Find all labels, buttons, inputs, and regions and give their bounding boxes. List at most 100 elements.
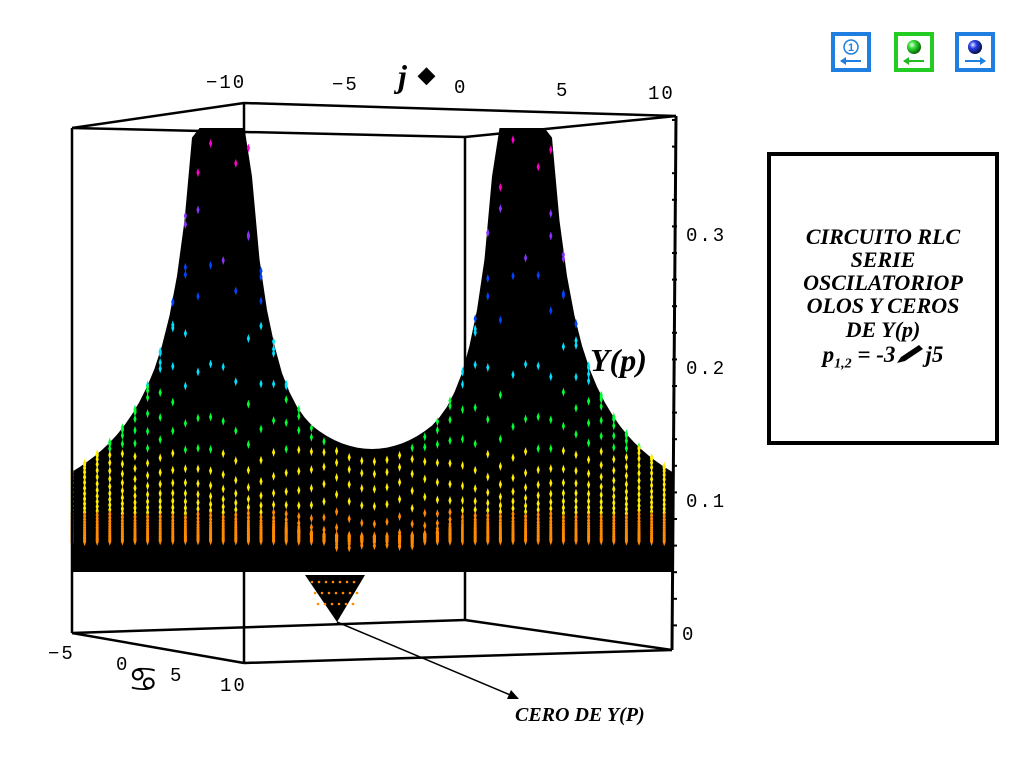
surface-cell [120, 499, 124, 509]
surface-cell [461, 366, 465, 376]
surface-cell [95, 465, 99, 475]
surface-cell [599, 524, 603, 534]
surface-cell [511, 453, 515, 463]
surface-cell [448, 526, 452, 536]
surface-cell [612, 508, 616, 518]
back-button[interactable] [894, 32, 934, 72]
surface-cell [599, 402, 603, 412]
surface-cell [473, 532, 477, 542]
surface-cell [448, 525, 452, 535]
surface-cell [146, 507, 150, 517]
surface-cell [624, 532, 628, 542]
surface-cell [599, 415, 603, 425]
surface-cell [612, 524, 616, 534]
surface-cell [599, 392, 603, 402]
surface-cell [284, 525, 288, 535]
surface-cell [322, 462, 326, 472]
surface-cell [234, 377, 238, 387]
surface-cell [650, 535, 654, 545]
surface-cell [511, 535, 515, 545]
surface-cell [410, 530, 414, 540]
surface-cell [410, 469, 414, 479]
surface-cell [221, 416, 225, 426]
surface-cell [561, 512, 565, 522]
surface-cell [448, 523, 452, 533]
surface-cell [120, 439, 124, 449]
surface-cell [473, 536, 477, 546]
surface-cell [183, 522, 187, 532]
surface-cell [133, 521, 137, 531]
sigma-tick: 0 [116, 654, 130, 676]
pole-formula: p1,2 = -3 j5 [823, 342, 944, 372]
surface-cell [259, 379, 263, 389]
surface-cell [435, 528, 439, 538]
surface-cell [524, 515, 528, 525]
surface-cell [335, 523, 339, 533]
axis-ticks [672, 119, 677, 627]
surface-cell [335, 533, 339, 543]
surface-cell [435, 533, 439, 543]
surface-cell [448, 436, 452, 446]
surface-cell [158, 515, 162, 525]
surface-cell [309, 528, 313, 538]
surface-cell [108, 536, 112, 546]
surface-cell [209, 499, 213, 509]
surface-cell [133, 512, 137, 522]
surface-cell [372, 533, 376, 543]
info-button[interactable]: 1 [831, 32, 871, 72]
surface-cell [549, 526, 553, 536]
surface-cell [171, 526, 175, 536]
surface-cell [461, 531, 465, 541]
surface-cell [108, 532, 112, 542]
surface-cell [574, 521, 578, 531]
surface-cell [385, 540, 389, 550]
surface-cell [309, 530, 313, 540]
surface-cell [624, 530, 628, 540]
surface-cell [587, 528, 591, 538]
surface-cell [95, 449, 99, 459]
surface-cell [246, 523, 250, 533]
surface-cell [209, 525, 213, 535]
surface-cell [196, 535, 200, 545]
surface-cell [234, 510, 238, 520]
surface-cell [259, 523, 263, 533]
surface-cell [322, 525, 326, 535]
surface-cell [322, 530, 326, 540]
surface-cell [108, 438, 112, 448]
surface-cell [398, 477, 402, 487]
surface-cell [385, 536, 389, 546]
surface-cell [561, 508, 565, 518]
surface-cell [272, 533, 276, 543]
surface-cell [246, 534, 250, 544]
surface-cell [171, 496, 175, 506]
surface-cell [284, 534, 288, 544]
surface-cell [360, 533, 364, 543]
surface-cell [146, 443, 150, 453]
surface-cell [221, 521, 225, 531]
surface-cell [347, 535, 351, 545]
surface-cell [95, 510, 99, 520]
surface-cell [524, 525, 528, 535]
surface-cell [221, 535, 225, 545]
surface-cell [536, 514, 540, 524]
surface-cell [423, 530, 427, 540]
surface-cell [561, 464, 565, 474]
surface-cell [360, 540, 364, 550]
surface-cell [108, 509, 112, 519]
surface-cell [599, 526, 603, 536]
surface-cell [347, 531, 351, 541]
surface-cell [536, 535, 540, 545]
surface-cell [70, 529, 74, 539]
surface-cell [561, 533, 565, 543]
surface-cell [196, 413, 200, 423]
surface-cell [574, 524, 578, 534]
surface-cell [158, 526, 162, 536]
surface-cell [435, 477, 439, 487]
next-button[interactable] [955, 32, 995, 72]
surface-cell [637, 524, 641, 534]
surface-cell [511, 271, 515, 281]
surface-cell [309, 500, 313, 510]
surface-cell [461, 526, 465, 536]
surface-cell [461, 367, 465, 377]
surface-cell [158, 453, 162, 463]
